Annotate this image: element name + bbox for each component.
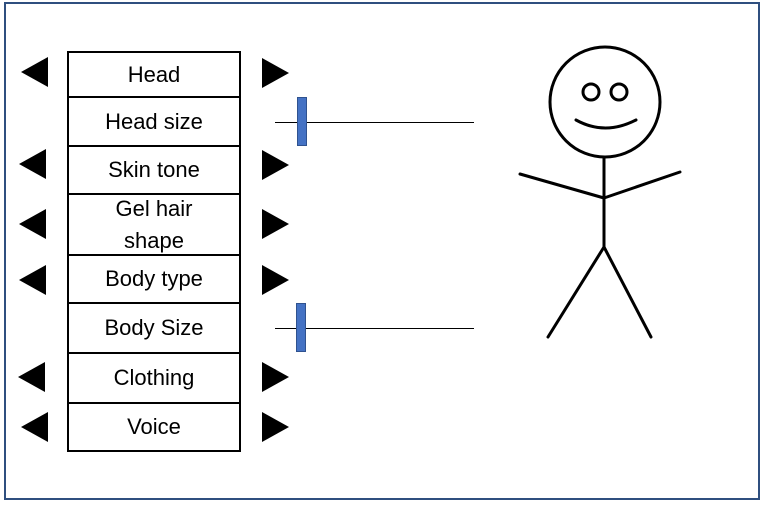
right-arm	[602, 170, 682, 200]
body-type-prev-arrow[interactable]	[19, 265, 46, 295]
body-type-next-arrow[interactable]	[262, 265, 289, 295]
character-preview-stick-figure	[518, 45, 682, 339]
head-circle	[548, 45, 662, 159]
head-size-slider-track[interactable]	[275, 122, 474, 123]
clothing-option: Clothing	[67, 352, 241, 404]
head-size-option: Head size	[67, 96, 241, 147]
gel-hair-shape-option: Gel hair shape	[67, 193, 241, 256]
skin-tone-prev-arrow[interactable]	[19, 149, 46, 179]
gel-hair-shape-label: Gel hair shape	[115, 195, 193, 253]
body-type-label: Body type	[105, 266, 203, 292]
voice-option: Voice	[67, 402, 241, 452]
skin-tone-label: Skin tone	[108, 157, 200, 183]
left-leg	[546, 245, 606, 339]
clothing-label: Clothing	[113, 365, 195, 391]
voice-next-arrow[interactable]	[262, 412, 289, 442]
voice-label: Voice	[127, 414, 181, 440]
body-size-slider-track[interactable]	[275, 328, 474, 329]
body-size-label: Body Size	[104, 315, 204, 341]
left-eye	[581, 82, 601, 102]
head-size-slider-thumb[interactable]	[297, 97, 307, 146]
right-eye	[609, 82, 629, 102]
gel-hair-shape-next-arrow[interactable]	[262, 209, 289, 239]
head-option: Head	[67, 51, 241, 98]
smile-mouth	[574, 118, 638, 130]
head-label: Head	[127, 61, 181, 87]
voice-prev-arrow[interactable]	[21, 412, 48, 442]
head-size-label: Head size	[105, 108, 203, 134]
head-next-arrow[interactable]	[262, 58, 289, 88]
skin-tone-option: Skin tone	[67, 145, 241, 195]
head-prev-arrow[interactable]	[21, 57, 48, 87]
body-size-slider-thumb[interactable]	[296, 303, 306, 352]
right-leg	[602, 245, 653, 339]
left-arm	[518, 172, 606, 200]
body-type-option: Body type	[67, 254, 241, 304]
body-size-option: Body Size	[67, 302, 241, 354]
gel-hair-shape-prev-arrow[interactable]	[19, 209, 46, 239]
skin-tone-next-arrow[interactable]	[262, 150, 289, 180]
clothing-prev-arrow[interactable]	[18, 362, 45, 392]
clothing-next-arrow[interactable]	[262, 362, 289, 392]
